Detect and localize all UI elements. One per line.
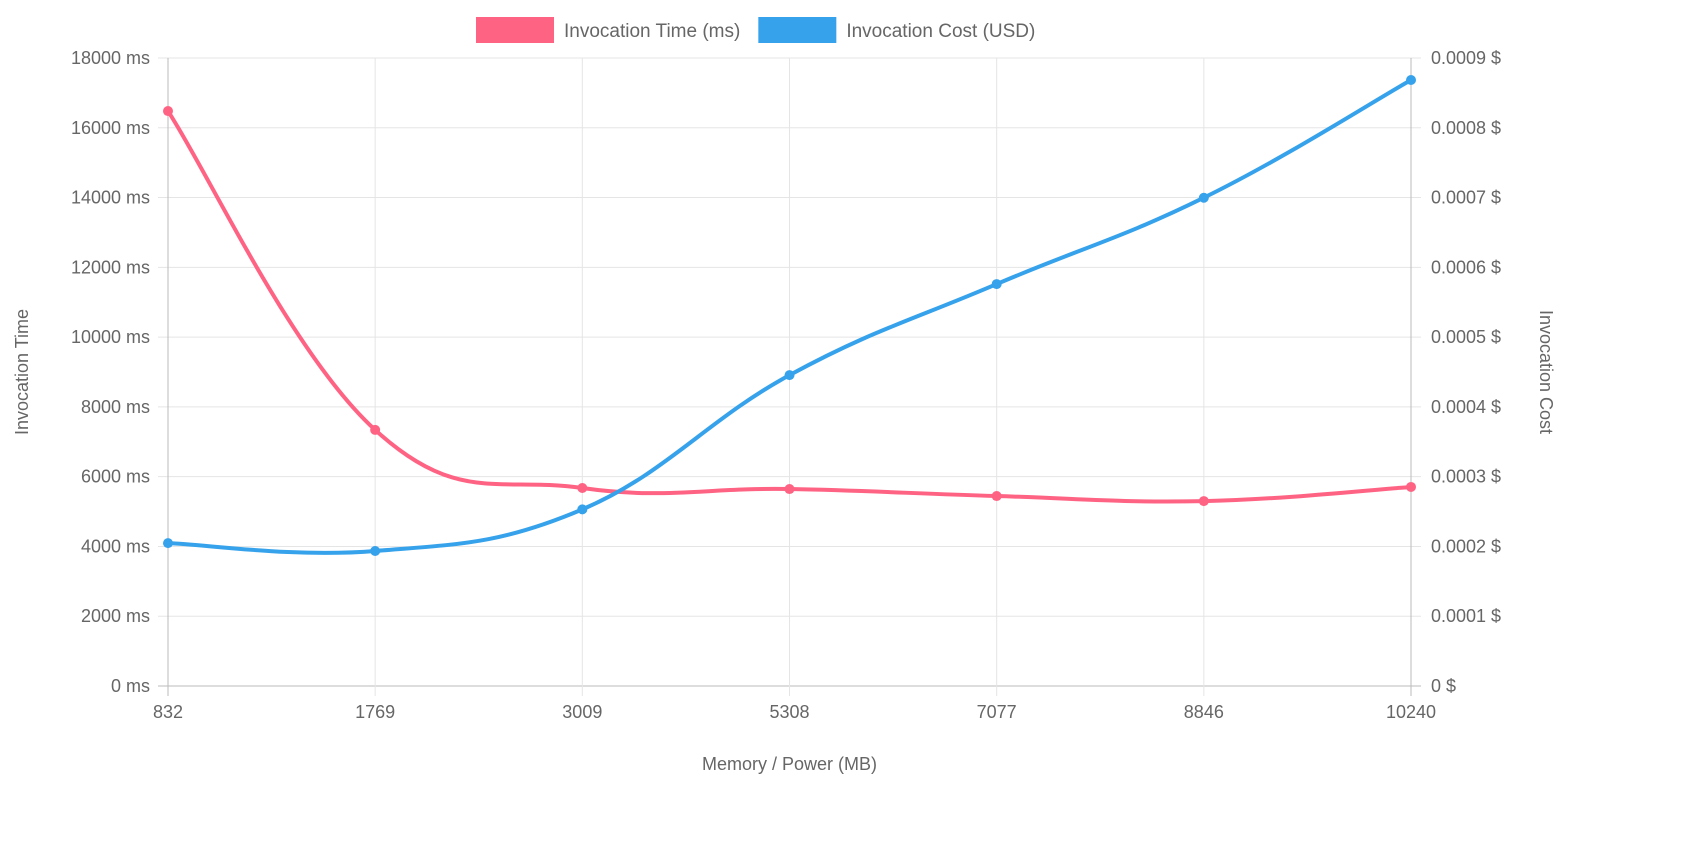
data-point [1198,192,1209,203]
x-tick-label: 5308 [769,702,809,722]
x-tick-label: 10240 [1386,702,1436,722]
y-left-tick-label: 14000 ms [71,188,150,208]
legend-label: Invocation Cost (USD) [846,21,1035,42]
x-tick-label: 1769 [355,702,395,722]
y-left-tick-label: 18000 ms [71,48,150,68]
y-right-tick-label: 0.0006 $ [1431,257,1501,277]
y-right-axis-title: Invocation Cost [1536,310,1556,434]
y-right-tick-label: 0.0002 $ [1431,536,1501,556]
y-right-tick-label: 0 $ [1431,676,1456,696]
y-left-tick-label: 12000 ms [71,257,150,277]
x-tick-label: 832 [153,702,183,722]
data-point [577,504,588,515]
x-tick-label: 7077 [977,702,1017,722]
data-point [163,538,173,549]
data-point [577,483,588,494]
data-point [784,370,795,381]
y-left-tick-label: 2000 ms [81,606,150,626]
data-point [370,545,381,556]
y-left-tick-label: 10000 ms [71,327,150,347]
y-right-tick-label: 0.0001 $ [1431,606,1501,626]
legend-label: Invocation Time (ms) [564,21,740,42]
y-right-tick-label: 0.0003 $ [1431,467,1501,487]
x-tick-label: 8846 [1184,702,1224,722]
y-left-tick-label: 6000 ms [81,467,150,487]
x-axis-title: Memory / Power (MB) [702,754,877,774]
legend-swatch [758,17,837,43]
y-left-tick-label: 8000 ms [81,397,150,417]
data-point [1406,481,1416,492]
data-point [784,484,795,495]
data-point [1198,496,1209,507]
data-point [991,279,1002,290]
y-left-tick-label: 4000 ms [81,536,150,556]
data-point [370,424,381,435]
legend-swatch [476,17,554,43]
x-tick-label: 3009 [562,702,602,722]
y-right-tick-label: 0.0008 $ [1431,118,1501,138]
y-right-tick-label: 0.0009 $ [1431,48,1501,68]
y-right-tick-label: 0.0007 $ [1431,188,1501,208]
y-left-tick-label: 0 ms [111,676,150,696]
data-point [1406,74,1416,85]
data-point [163,106,173,117]
y-right-tick-label: 0.0004 $ [1431,397,1501,417]
y-left-axis-title: Invocation Time [12,309,32,435]
y-right-tick-label: 0.0005 $ [1431,327,1501,347]
data-point [991,491,1002,502]
y-left-tick-label: 16000 ms [71,118,150,138]
